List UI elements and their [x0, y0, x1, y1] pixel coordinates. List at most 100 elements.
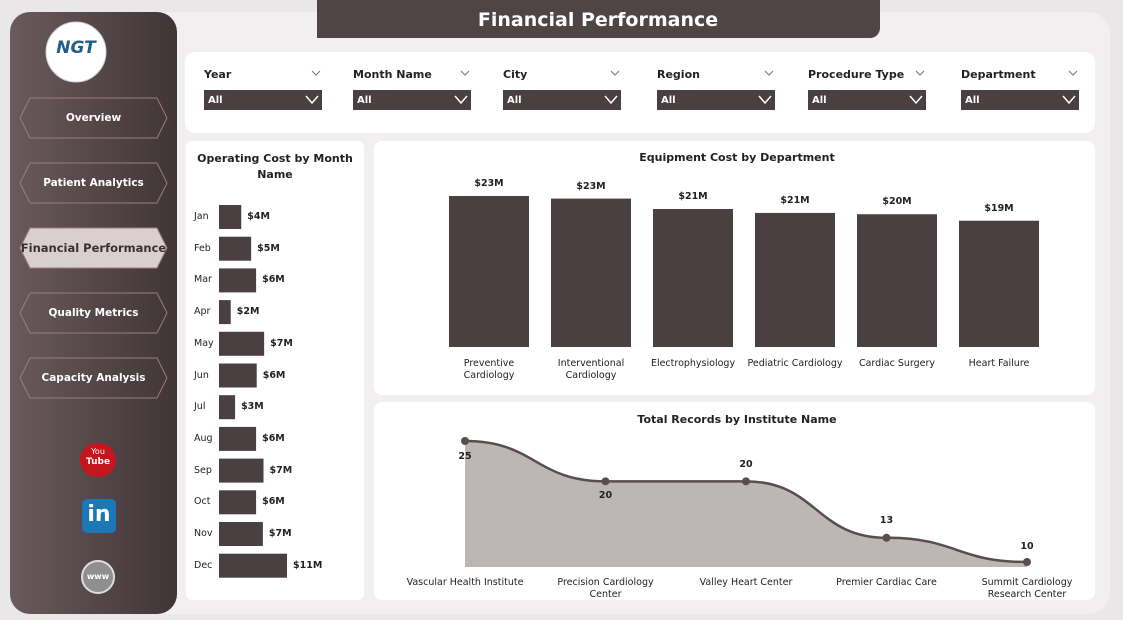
- data-label: $6M: [262, 496, 285, 508]
- data-label: 25: [458, 451, 472, 462]
- nav-button[interactable]: [19, 292, 168, 334]
- filter-label: Department: [961, 68, 1036, 81]
- filter-label: Year: [204, 68, 232, 81]
- data-label: $21M: [780, 194, 810, 206]
- nav-label[interactable]: Financial Performance: [20, 241, 167, 255]
- data-label: 13: [879, 514, 894, 526]
- x-tick-label: Heart Failure: [968, 358, 1030, 369]
- point: [601, 477, 610, 486]
- bar: [219, 490, 257, 515]
- nav-button[interactable]: [19, 357, 168, 399]
- bar: [219, 553, 287, 578]
- y-tick-label: Jul: [194, 401, 206, 413]
- bar: [219, 458, 264, 483]
- dropdown-value[interactable]: All: [208, 95, 223, 106]
- y-tick-label: Mar: [194, 274, 212, 286]
- data-label: $21M: [678, 191, 708, 203]
- chevron: [915, 70, 925, 76]
- bar: [219, 363, 257, 388]
- dropdown-value[interactable]: All: [965, 95, 980, 106]
- x-tick-label: Valley Heart Center: [699, 577, 793, 588]
- bar: [219, 331, 265, 356]
- bar: [219, 426, 257, 451]
- dropdown-value[interactable]: All: [357, 95, 372, 106]
- data-label: 10: [1020, 541, 1034, 552]
- linkedin-icon[interactable]: [82, 499, 116, 533]
- area: [465, 441, 1027, 567]
- x-tick-label: Vascular Health Institute: [406, 577, 524, 588]
- y-tick-label: Oct: [194, 496, 211, 508]
- data-label: $11M: [293, 559, 323, 571]
- y-tick-label: Jan: [194, 211, 209, 222]
- point: [1023, 558, 1031, 566]
- data-label: $23M: [576, 180, 606, 192]
- filter-label: Region: [657, 68, 700, 81]
- x-tick-label: Preventive Cardiology: [463, 358, 515, 381]
- icon-text: in: [87, 502, 111, 527]
- chevron: [764, 70, 774, 76]
- chart-title: Operating Cost by Month Name: [197, 152, 353, 181]
- y-tick-label: Sep: [194, 464, 212, 476]
- dropdown[interactable]: [961, 90, 1079, 110]
- data-label: $7M: [270, 337, 293, 349]
- dropdown-value[interactable]: All: [661, 95, 676, 106]
- bar: [653, 209, 733, 347]
- dropdown[interactable]: [503, 90, 621, 110]
- dropdown[interactable]: [657, 90, 775, 110]
- data-label: $4M: [247, 211, 270, 222]
- filter-label: City: [503, 68, 528, 81]
- bar: [959, 220, 1039, 347]
- chevron: [604, 95, 618, 105]
- data-label: $20M: [882, 196, 912, 208]
- nav-label[interactable]: Overview: [65, 112, 122, 124]
- bar: [219, 300, 231, 325]
- point: [742, 477, 750, 486]
- data-label: $23M: [474, 178, 504, 189]
- y-tick-label: Nov: [194, 528, 213, 539]
- filter-label: Month Name: [353, 68, 432, 81]
- y-tick-label: Jun: [194, 369, 209, 381]
- y-tick-label: Apr: [194, 306, 211, 318]
- point: [882, 533, 891, 542]
- chart-title: Total Records by Institute Name: [637, 413, 837, 426]
- nav-label[interactable]: Capacity Analysis: [41, 372, 146, 384]
- data-label: 20: [598, 490, 613, 502]
- dropdown[interactable]: [204, 90, 322, 110]
- chevron: [305, 95, 319, 105]
- nav-button[interactable]: [19, 227, 168, 269]
- nav-label[interactable]: Quality Metrics: [48, 307, 139, 319]
- dropdown-value[interactable]: All: [507, 95, 522, 106]
- nav-label[interactable]: Patient Analytics: [43, 177, 144, 189]
- bar: [857, 214, 937, 347]
- dropdown-value[interactable]: All: [812, 95, 827, 106]
- dropdown[interactable]: [353, 90, 471, 110]
- y-tick-label: Dec: [194, 559, 213, 571]
- page-title: Financial Performance: [477, 9, 719, 31]
- filter-panel: [185, 52, 1095, 133]
- x-tick-label: Interventional Cardiology: [557, 358, 625, 381]
- icon-text: www: [86, 572, 110, 581]
- chevron: [1068, 70, 1078, 76]
- x-tick-label: Pediatric Cardiology: [747, 358, 843, 369]
- bar: [755, 212, 835, 347]
- bar: [219, 268, 257, 293]
- data-label: $6M: [262, 369, 286, 381]
- data-label: $2M: [236, 306, 260, 318]
- bar: [219, 205, 242, 229]
- icon-text: You: [91, 447, 105, 456]
- filter-label: Procedure Type: [808, 68, 905, 81]
- data-label: $7M: [269, 464, 293, 476]
- dropdown[interactable]: [808, 90, 926, 110]
- nav-button[interactable]: [19, 162, 168, 204]
- bar: [219, 236, 252, 261]
- bar: [219, 522, 263, 546]
- web-icon[interactable]: [81, 560, 115, 594]
- chevron: [460, 70, 470, 76]
- x-tick-label: Precision Cardiology Center: [557, 577, 654, 600]
- chevron: [1062, 95, 1076, 105]
- nav-button[interactable]: [19, 97, 168, 139]
- point: [461, 437, 469, 445]
- youtube-icon[interactable]: [80, 443, 116, 477]
- bar: [219, 395, 236, 420]
